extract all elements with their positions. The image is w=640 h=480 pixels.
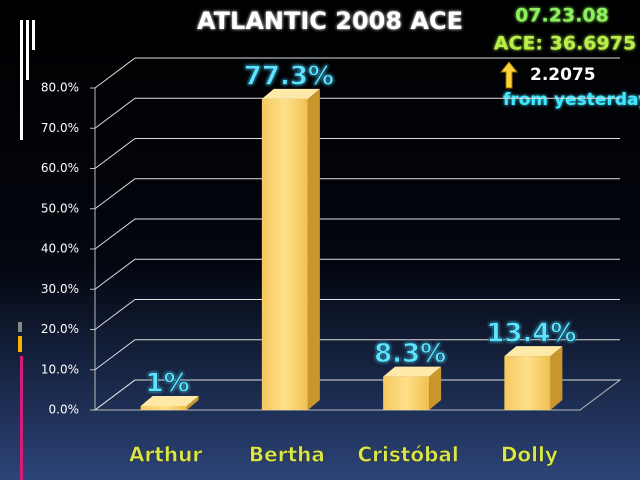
bar (504, 356, 551, 410)
x-tick-label: Bertha (249, 443, 325, 467)
y-tick-label: 30.0% (41, 282, 79, 296)
grid-line (94, 299, 620, 330)
bar-top (261, 88, 320, 99)
side-decoration (18, 20, 35, 480)
x-tick-label: Cristóbal (357, 443, 458, 467)
grid-line (94, 138, 620, 169)
bar-side (550, 346, 563, 410)
y-tick-label: 50.0% (41, 201, 79, 215)
grid-line (94, 218, 620, 250)
grid-line (94, 379, 620, 411)
annotation: from yesterday (503, 90, 640, 110)
grid-line (94, 258, 620, 290)
y-tick-label: 20.0% (41, 322, 79, 336)
grid-line (94, 57, 620, 89)
bar (261, 98, 308, 411)
chart-title: ATLANTIC 2008 ACE (197, 7, 463, 35)
x-tick-label: Arthur (129, 443, 202, 467)
bar-top (140, 395, 199, 406)
y-tick-label: 40.0% (41, 242, 79, 256)
y-tick-label: 10.0% (41, 362, 79, 376)
bar-top (383, 366, 442, 377)
value-label: 1% (146, 368, 190, 398)
annotation: 07.23.08 (515, 5, 609, 27)
bar-side (186, 395, 199, 410)
grid-line (94, 97, 620, 129)
up-arrow (499, 61, 519, 89)
grid-line (94, 339, 620, 371)
value-label: 8.3% (374, 339, 446, 369)
bar-side (307, 88, 320, 411)
value-label: 77.3% (244, 61, 334, 91)
y-tick-label: 70.0% (41, 121, 79, 135)
grid-line (94, 178, 620, 210)
y-tick-label: 0.0% (49, 403, 80, 417)
x-tick-label: Dolly (501, 443, 558, 467)
value-label: 13.4% (486, 319, 576, 349)
bar-side (429, 366, 442, 410)
bar-top (504, 346, 563, 357)
y-tick-label: 60.0% (41, 161, 79, 175)
y-tick-label: 80.0% (41, 81, 79, 95)
bar (383, 376, 430, 410)
annotation: 2.2075 (530, 65, 596, 85)
annotation: ACE: 36.6975 (494, 33, 636, 55)
bar (140, 405, 187, 410)
